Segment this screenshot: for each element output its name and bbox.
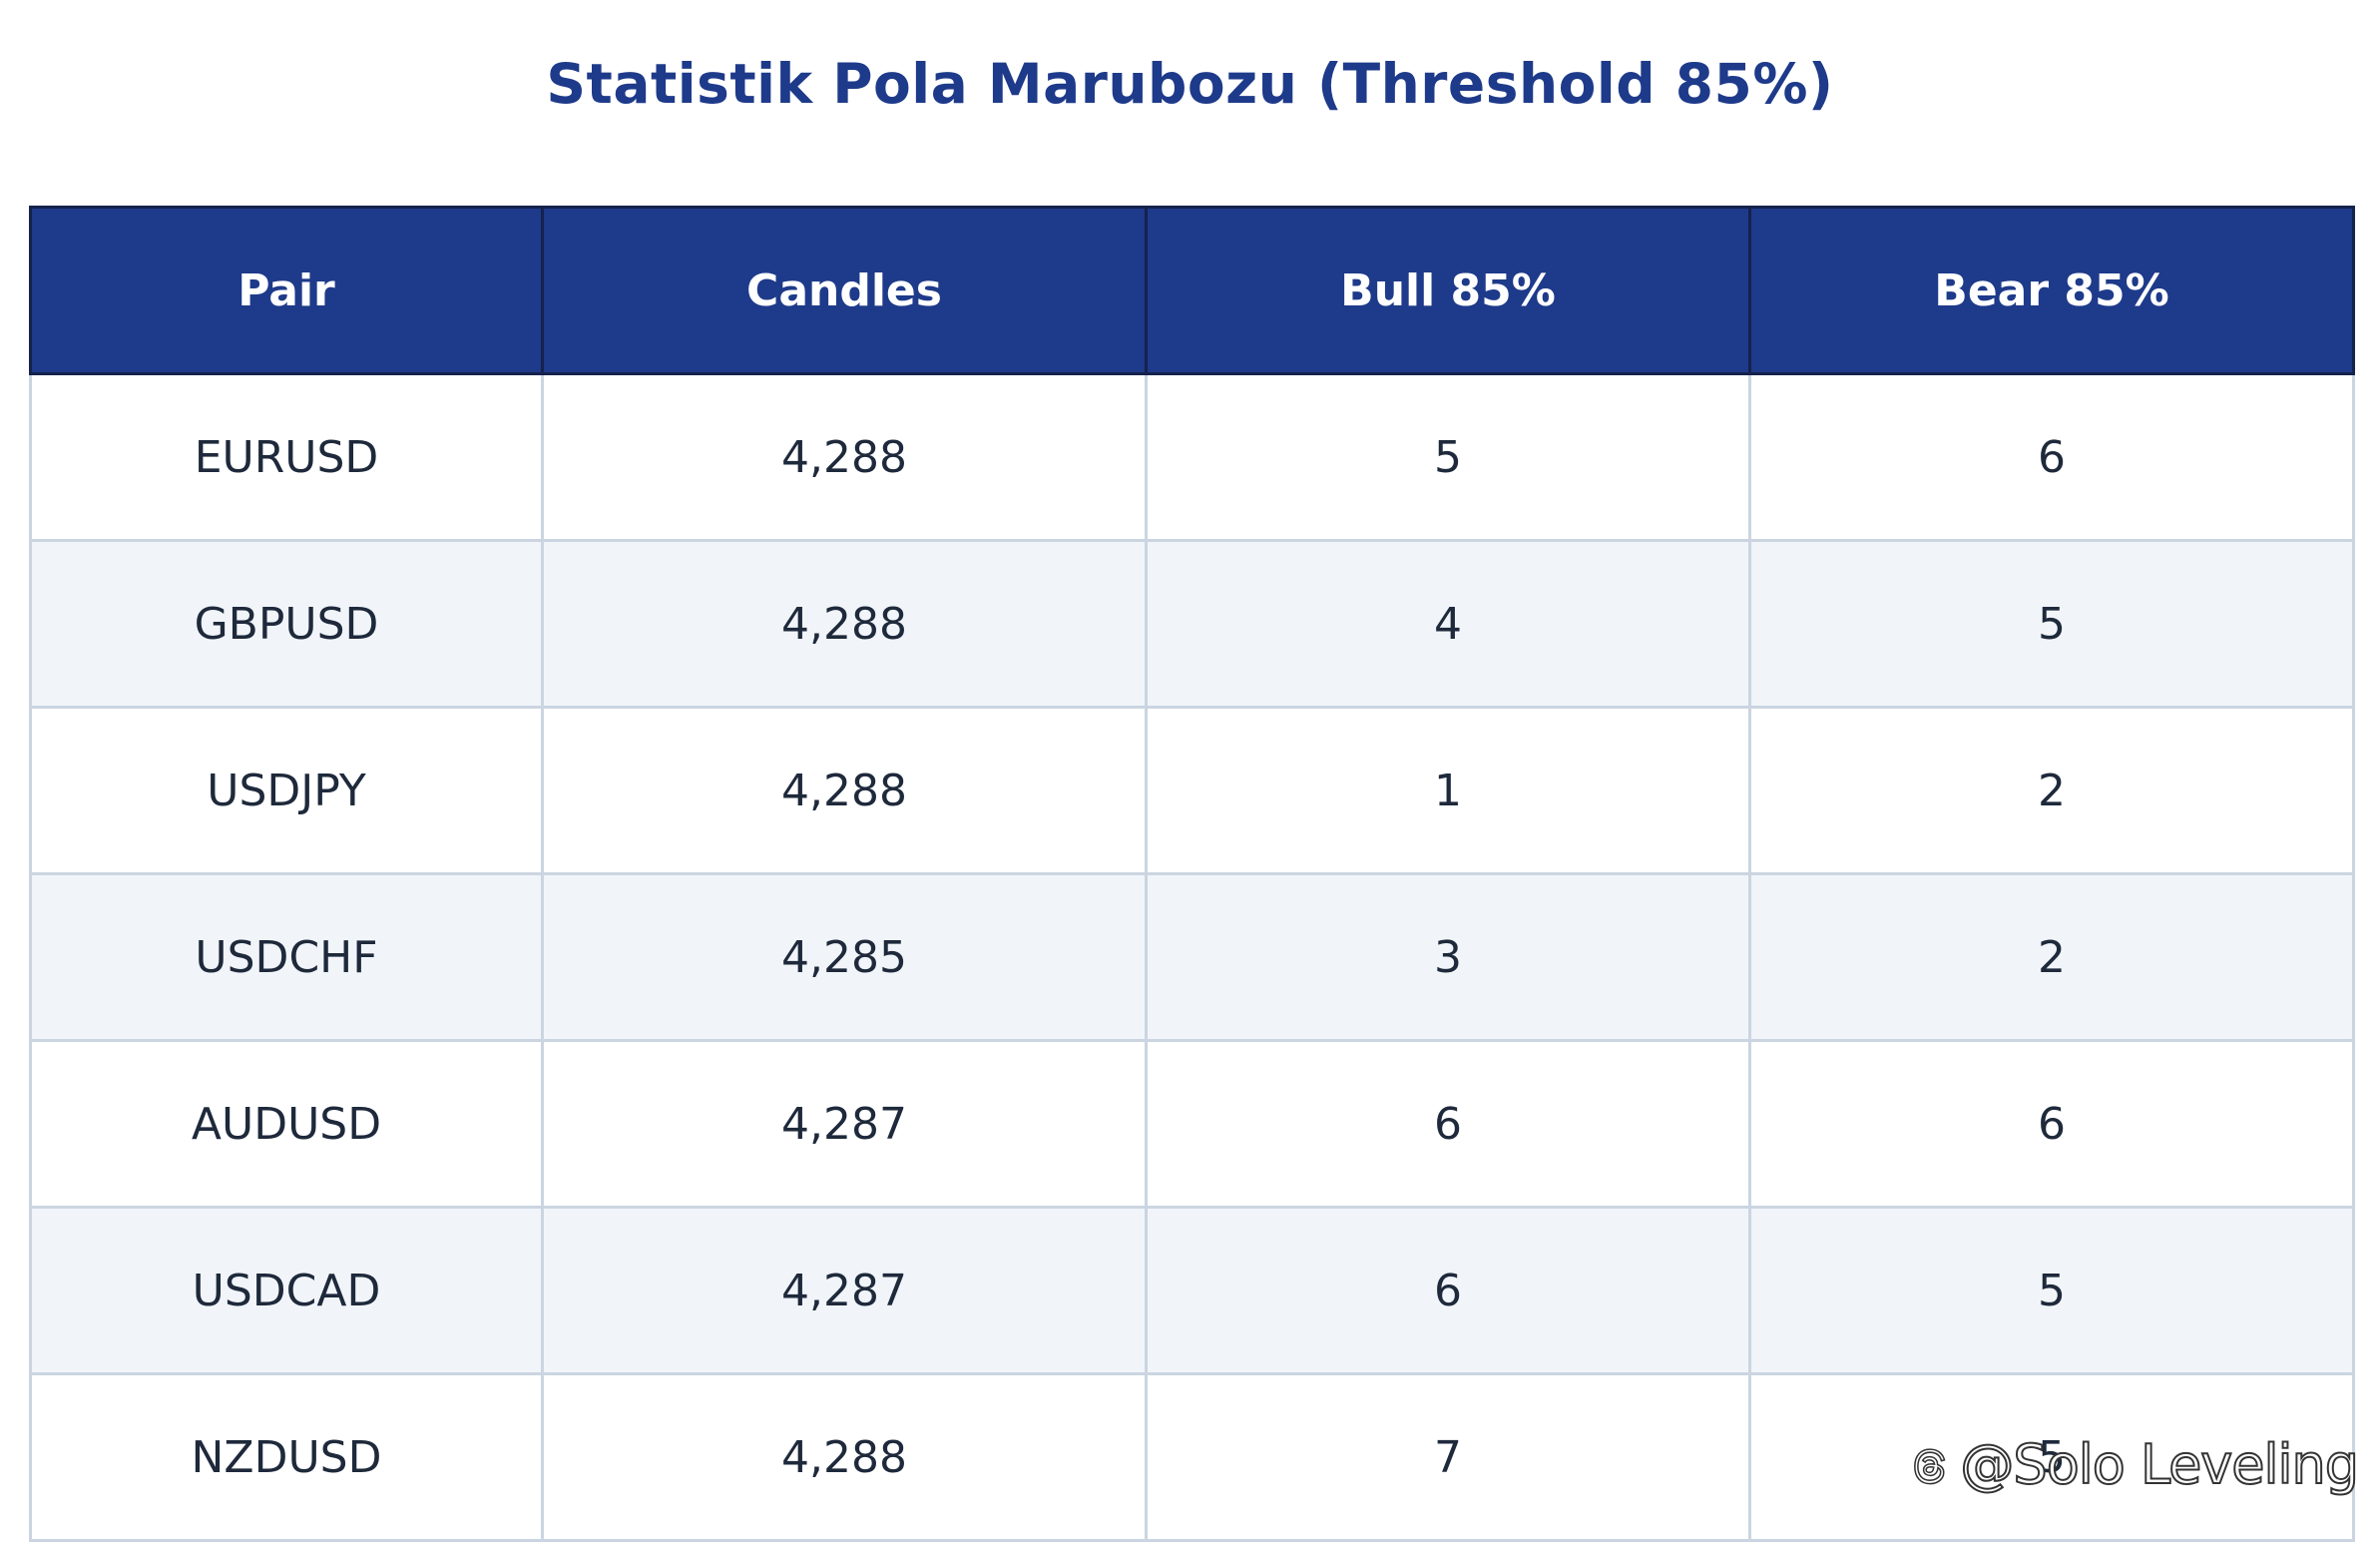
column-header-candles: Candles — [541, 206, 1148, 375]
chart-title: Statistik Pola Marubozu (Threshold 85%) — [546, 52, 1834, 116]
cell-pair: NZDUSD — [29, 1372, 544, 1542]
cell-candles: 4,287 — [541, 1206, 1148, 1375]
table-row: USDJPY 4,288 1 2 — [29, 706, 2355, 875]
cell-bull: 1 — [1145, 706, 1751, 875]
cell-candles: 4,288 — [541, 706, 1148, 875]
cell-pair: AUDUSD — [29, 1039, 544, 1209]
column-header-bull: Bull 85% — [1145, 206, 1751, 375]
watermark-text: @Solo Leveling — [1959, 1432, 2360, 1497]
cell-pair: EURUSD — [29, 372, 544, 542]
cell-candles: 4,285 — [541, 872, 1148, 1042]
watermark: @Solo Leveling — [1906, 1432, 2360, 1497]
cell-bear: 5 — [1748, 1372, 2355, 1542]
cell-candles: 4,287 — [541, 1039, 1148, 1209]
table-header-row: Pair Candles Bull 85% Bear 85% — [29, 206, 2355, 375]
cell-pair: USDJPY — [29, 706, 544, 875]
table-row: AUDUSD 4,287 6 6 — [29, 1039, 2355, 1209]
cell-bear: 6 — [1748, 372, 2355, 542]
cell-bull: 3 — [1145, 872, 1751, 1042]
table-row: EURUSD 4,288 5 6 — [29, 372, 2355, 542]
cell-bull: 4 — [1145, 539, 1751, 709]
cell-bear: 5 — [1748, 539, 2355, 709]
cell-bull: 6 — [1145, 1206, 1751, 1375]
cell-candles: 4,288 — [541, 372, 1148, 542]
table-row: NZDUSD 4,288 7 5 — [29, 1372, 2355, 1542]
cell-pair: GBPUSD — [29, 539, 544, 709]
cell-bull: 6 — [1145, 1039, 1751, 1209]
cell-bull: 5 — [1145, 372, 1751, 542]
cell-candles: 4,288 — [541, 1372, 1148, 1542]
column-header-pair: Pair — [29, 206, 544, 375]
table-body: EURUSD 4,288 5 6 GBPUSD 4,288 4 5 USDJPY 4,288 1 2 U… — [29, 372, 2355, 1542]
cell-bear: 6 — [1748, 1039, 2355, 1209]
cell-pair: USDCHF — [29, 872, 544, 1042]
cell-bear: 2 — [1748, 706, 2355, 875]
table-row: USDCAD 4,287 6 5 — [29, 1206, 2355, 1375]
column-header-bear: Bear 85% — [1748, 206, 2355, 375]
cell-bear: 5 — [1748, 1206, 2355, 1375]
cell-bear: 2 — [1748, 872, 2355, 1042]
cell-pair: USDCAD — [29, 1206, 544, 1375]
threads-icon — [1914, 1448, 1946, 1485]
marubozu-stats-table: Pair Candles Bull 85% Bear 85% EURUSD 4,2… — [29, 206, 2355, 1542]
cell-candles: 4,288 — [541, 539, 1148, 709]
cell-bull: 7 — [1145, 1372, 1751, 1542]
table-row: USDCHF 4,285 3 2 — [29, 872, 2355, 1042]
table-row: GBPUSD 4,288 4 5 — [29, 539, 2355, 709]
